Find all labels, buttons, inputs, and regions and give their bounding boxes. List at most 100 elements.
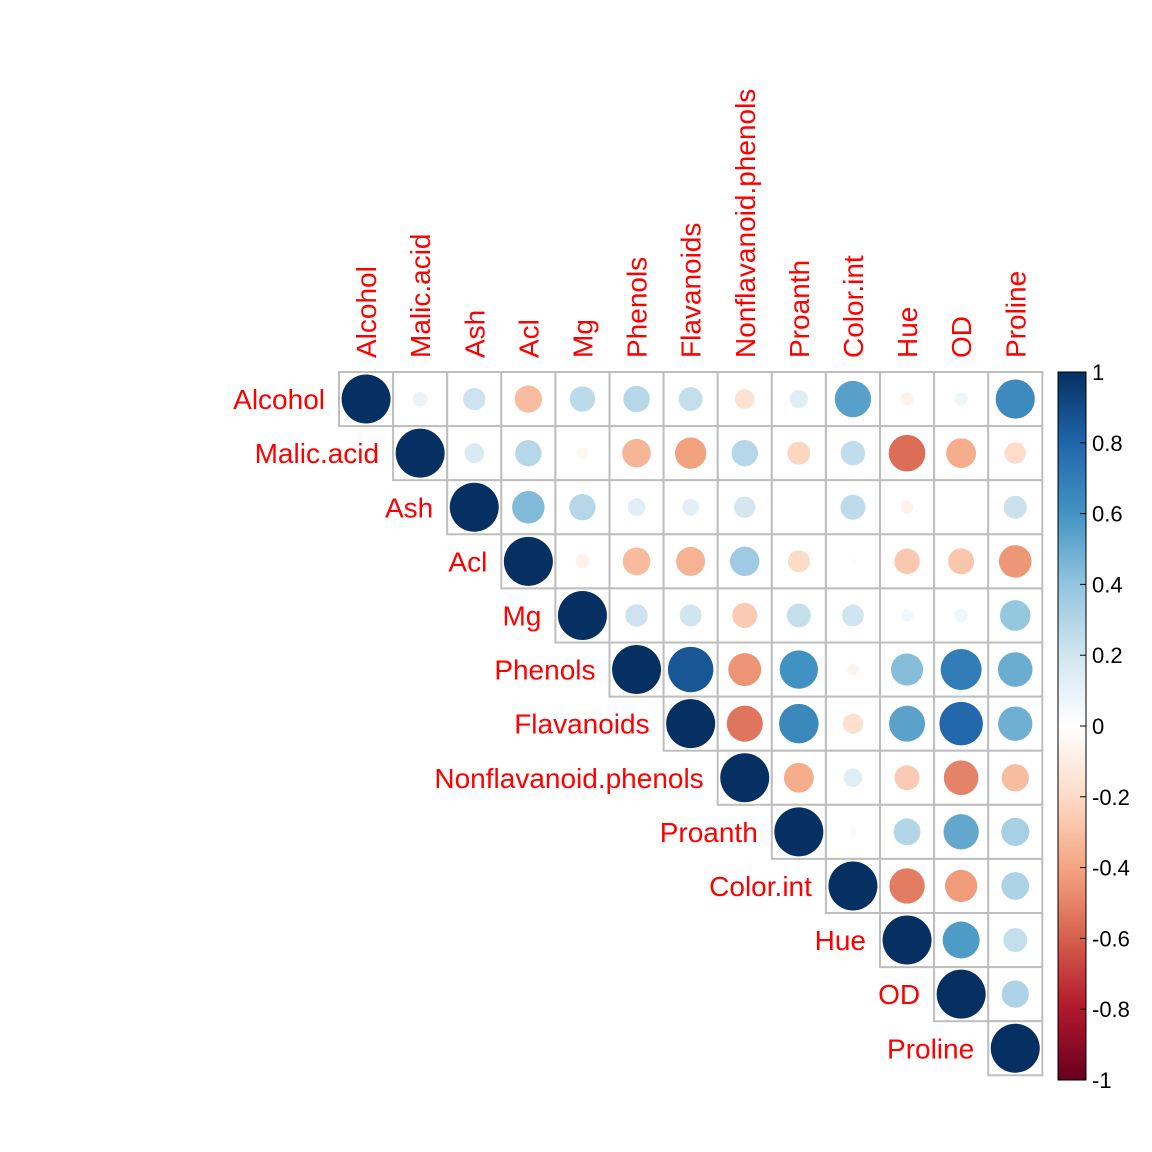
- correlation-circle-Malic.acid-OD: [946, 438, 977, 469]
- correlation-circle-Acl-Nonflavanoid.phenols: [730, 546, 760, 577]
- correlation-circle-Alcohol-Acl: [514, 385, 542, 413]
- correlation-circle-Phenols-Phenols: [612, 645, 662, 695]
- correlation-circle-Proline-Proline: [990, 1023, 1040, 1073]
- grid-cell: [716, 371, 773, 428]
- row-label: Color.int: [709, 871, 812, 902]
- correlation-circle-Alcohol-Mg: [569, 386, 596, 412]
- row-label: Hue: [815, 925, 866, 956]
- correlation-circle-Ash-Proanth: [796, 504, 802, 510]
- correlation-circle-Ash-Ash: [449, 482, 499, 532]
- correlation-circle-Acl-Flavanoids: [676, 546, 706, 576]
- correlation-circle-Ash-Phenols: [627, 498, 646, 517]
- correlation-circle-Acl-Proline: [999, 545, 1032, 578]
- correlation-circle-Flavanoids-Proanth: [779, 703, 819, 744]
- correlation-circle-Malic.acid-Color.int: [840, 440, 866, 466]
- legend-tick-label: -1: [1092, 1068, 1112, 1093]
- legend-tick-label: 0.2: [1092, 643, 1123, 668]
- correlation-circle-Alcohol-Flavanoids: [678, 387, 703, 412]
- correlation-circle-Mg-Color.int: [841, 604, 864, 627]
- row-label: Alcohol: [233, 384, 325, 415]
- correlation-circle-Mg-Proline: [999, 600, 1031, 631]
- correlation-circle-Ash-Color.int: [840, 494, 866, 520]
- correlation-circle-Malic.acid-Ash: [464, 443, 485, 463]
- correlation-circle-Color.int-Proline: [1001, 872, 1030, 900]
- correlation-circle-Ash-Mg: [569, 494, 596, 521]
- correlation-circle-Nonflavanoid.phenols-OD: [943, 760, 979, 796]
- grid-cell: [987, 966, 1044, 1023]
- correlation-circle-Mg-Hue: [901, 609, 914, 622]
- correlation-circle-Ash-Nonflavanoid.phenols: [734, 496, 756, 518]
- legend-tick-label: 0.6: [1092, 502, 1123, 527]
- row-label: Mg: [502, 600, 541, 631]
- correlation-circle-Mg-Nonflavanoid.phenols: [732, 602, 758, 628]
- column-label: Acl: [513, 319, 544, 358]
- correlation-circle-Malic.acid-Flavanoids: [674, 437, 707, 469]
- legend-tick-label: 0: [1092, 714, 1104, 739]
- correlation-circle-Malic.acid-Malic.acid: [395, 428, 445, 478]
- correlation-circle-Alcohol-Hue: [900, 392, 914, 406]
- row-label: Nonflavanoid.phenols: [434, 763, 703, 794]
- column-label: Hue: [892, 307, 923, 358]
- correlation-circle-Alcohol-Color.int: [834, 380, 872, 418]
- circle-layer: [341, 374, 1040, 1073]
- correlation-circle-Ash-Flavanoids: [682, 498, 700, 516]
- correlation-circle-Flavanoids-Nonflavanoid.phenols: [726, 705, 763, 742]
- correlation-circle-OD-OD: [936, 969, 986, 1019]
- row-label: Malic.acid: [255, 438, 379, 469]
- correlation-circle-Proanth-Color.int: [848, 827, 858, 837]
- legend-tick-label: -0.8: [1092, 997, 1130, 1022]
- row-label: Ash: [385, 492, 433, 523]
- correlation-circle-Proanth-Proanth: [774, 807, 824, 857]
- correlation-circle-Color.int-Color.int: [828, 861, 878, 911]
- row-label: OD: [878, 979, 920, 1010]
- correlation-circle-Flavanoids-Hue: [889, 705, 926, 742]
- legend-tick-label: -0.6: [1092, 926, 1130, 951]
- correlation-circle-Alcohol-Ash: [463, 387, 486, 411]
- correlation-circle-Flavanoids-OD: [939, 701, 983, 746]
- correlation-circle-Mg-Phenols: [625, 604, 648, 627]
- correlation-circle-Proanth-Hue: [893, 818, 921, 846]
- correlation-circle-Hue-Proline: [1003, 928, 1028, 953]
- correlation-circle-Phenols-Color.int: [846, 663, 859, 676]
- correlation-circle-Alcohol-OD: [954, 392, 968, 406]
- correlation-circle-Ash-Proline: [1003, 495, 1027, 519]
- correlation-circle-Acl-Phenols: [622, 547, 651, 576]
- column-label: Alcohol: [351, 266, 382, 358]
- correlation-circle-Mg-Mg: [557, 590, 607, 640]
- correlation-circle-Malic.acid-Phenols: [622, 438, 651, 468]
- row-label: Flavanoids: [514, 709, 649, 740]
- correlation-circle-Color.int-OD: [945, 869, 978, 903]
- row-label: Phenols: [494, 655, 595, 686]
- correlation-circle-Nonflavanoid.phenols-Color.int: [843, 768, 863, 787]
- correlation-circle-Ash-Acl: [512, 491, 545, 524]
- column-label: Proline: [1000, 271, 1031, 358]
- correlation-circle-Hue-Hue: [882, 915, 932, 965]
- column-label: Proanth: [784, 260, 815, 358]
- correlation-circle-Acl-Acl: [503, 536, 553, 586]
- correlation-circle-Mg-Flavanoids: [679, 604, 702, 627]
- correlation-circle-Nonflavanoid.phenols-Proline: [1001, 764, 1029, 792]
- legend-tick-label: 0.8: [1092, 431, 1123, 456]
- correlation-circle-Flavanoids-Proline: [998, 706, 1033, 741]
- legend-tick-label: 1: [1092, 360, 1104, 385]
- correlation-circle-Alcohol-Alcohol: [341, 374, 391, 424]
- correlation-circle-Malic.acid-Nonflavanoid.phenols: [731, 439, 758, 467]
- correlation-circle-Acl-Proanth: [787, 550, 810, 573]
- column-label: Mg: [567, 319, 598, 358]
- correlation-circle-Acl-Hue: [894, 548, 920, 575]
- correlation-circle-Malic.acid-Hue: [888, 434, 926, 472]
- correlation-circle-Phenols-Flavanoids: [667, 646, 714, 693]
- legend-tick-label: 0.4: [1092, 572, 1123, 597]
- correlation-circle-Phenols-Proanth: [779, 650, 818, 689]
- correlation-circle-Acl-OD: [948, 548, 975, 575]
- correlation-circle-Proanth-Proline: [1001, 817, 1030, 846]
- legend-tick-label: -0.4: [1092, 856, 1130, 881]
- row-label: Acl: [448, 546, 487, 577]
- correlation-circle-Mg-OD: [954, 608, 968, 622]
- correlation-circle-Alcohol-Nonflavanoid.phenols: [734, 389, 755, 409]
- correlation-circle-Phenols-Nonflavanoid.phenols: [728, 653, 762, 686]
- correlation-circle-Malic.acid-Proline: [1004, 442, 1026, 464]
- column-label: Ash: [459, 310, 490, 358]
- column-label: Phenols: [622, 257, 653, 358]
